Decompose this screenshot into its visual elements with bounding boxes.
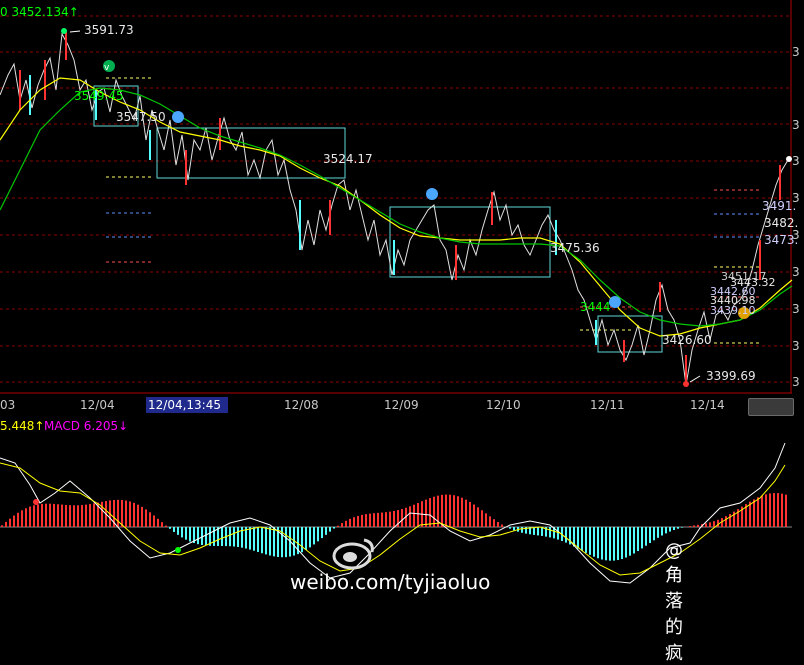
right-tick-7: 3 — [792, 339, 800, 353]
price-label-3: 3475.36 — [550, 241, 600, 255]
macd-dif-line — [0, 442, 786, 584]
macd-label: MACD 6.205↓ — [44, 419, 129, 433]
ma-header-label: 0 3452.134↑ — [0, 5, 79, 19]
marker-sell-chevron: v — [104, 63, 110, 73]
macd-histogram — [1, 493, 787, 561]
marker-star-high — [61, 28, 67, 34]
cursor-date-label: 12/04,13:45 — [146, 397, 228, 413]
marker-blue-3 — [609, 296, 621, 308]
macd-dea-line — [0, 462, 786, 576]
date-label-2: 12/08 — [284, 398, 319, 412]
price-low-label: 3399.69 — [706, 369, 756, 383]
box-3 — [597, 315, 663, 353]
right-tick-0: 3 — [792, 45, 800, 59]
right-tick-2: 3 — [792, 154, 800, 168]
date-label-0: 03 — [0, 398, 16, 412]
date-label-6: 12/14 — [690, 398, 725, 412]
consolidation-boxes — [93, 85, 663, 353]
price-label-6: 3549.45 — [74, 89, 124, 103]
marker-sell-icon — [103, 60, 115, 72]
right-tick-6: 3 — [792, 302, 800, 316]
price-high-label: 3591.73 — [84, 23, 134, 37]
macd-dif-label: 5.448↑ — [0, 419, 45, 433]
weibo-logo-icon — [332, 538, 374, 570]
macd-cross-green — [175, 547, 181, 553]
ma-yellow — [0, 77, 793, 337]
ma-green — [0, 87, 793, 327]
price-right-5: 3443.32 — [730, 276, 776, 289]
price-right-1: 3491. — [762, 199, 797, 213]
price-right-6: 3442.60 — [710, 285, 756, 298]
price-chart[interactable]: v — [0, 0, 804, 395]
marker-blue-1 — [172, 111, 184, 123]
price-right-4: 3451.17 — [721, 270, 767, 283]
pointer-high — [69, 30, 81, 33]
weibo-url: weibo.com/tyjiaoluo — [290, 570, 491, 594]
pointer-low — [689, 375, 701, 383]
price-right-7: 3440.98 — [710, 294, 756, 307]
right-tick-5: 3 — [792, 265, 800, 279]
box-2 — [389, 206, 551, 278]
price-right-2: 3482. — [764, 216, 799, 230]
price-right-3: 3473. — [764, 233, 799, 247]
price-label-2: 3524.17 — [323, 152, 373, 166]
date-label-5: 12/11 — [590, 398, 625, 412]
target-lines — [106, 77, 760, 344]
chart-scroll-thumb[interactable] — [748, 398, 794, 416]
date-label-3: 12/09 — [384, 398, 419, 412]
right-tick-8: 3 — [792, 375, 800, 389]
right-tick-3: 3 — [792, 191, 800, 205]
price-right-8: 3439.10 — [710, 304, 756, 317]
price-label-5: 3444 — [580, 300, 611, 314]
price-label-4: 3426.60 — [662, 333, 712, 347]
right-tick-4: 3 — [792, 228, 800, 242]
box-1 — [156, 127, 346, 179]
date-label-1: 12/04 — [80, 398, 115, 412]
price-label-1: 3547.50 — [116, 110, 166, 124]
marker-buy-icon — [738, 307, 750, 319]
macd-chart[interactable] — [0, 413, 804, 603]
marker-current — [786, 156, 792, 162]
marker-low — [683, 381, 689, 387]
macd-cross-red — [33, 499, 39, 505]
price-grid — [0, 15, 790, 383]
candles — [19, 32, 781, 386]
marker-blue-2 — [426, 188, 438, 200]
date-label-4: 12/10 — [486, 398, 521, 412]
right-tick-1: 3 — [792, 118, 800, 132]
